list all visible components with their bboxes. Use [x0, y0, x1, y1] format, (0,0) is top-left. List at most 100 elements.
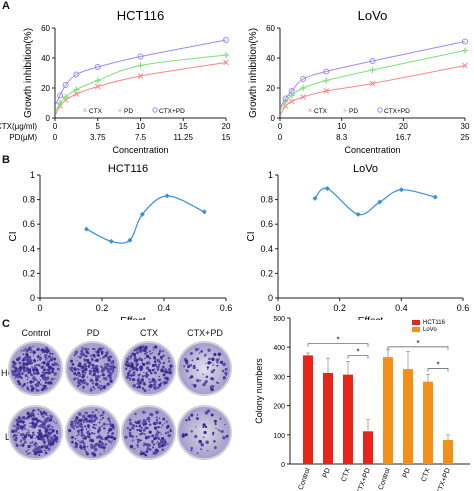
colony	[51, 440, 55, 443]
colony	[225, 374, 227, 377]
colony	[164, 422, 166, 424]
colony	[40, 362, 43, 364]
colony	[137, 441, 140, 444]
colony	[86, 376, 89, 378]
colony	[135, 367, 139, 372]
colony-plate-image	[177, 405, 232, 460]
data-point	[300, 94, 306, 100]
colony	[98, 421, 101, 424]
colony	[93, 367, 96, 370]
colony	[46, 357, 49, 360]
colony	[140, 378, 144, 382]
colony	[109, 379, 113, 383]
y-tick-label: 0.2	[260, 268, 273, 278]
colony	[110, 365, 114, 369]
colony	[17, 424, 20, 427]
colony	[158, 349, 162, 353]
colony	[106, 382, 110, 386]
colony	[21, 359, 24, 362]
colony	[15, 442, 17, 445]
colony	[153, 368, 156, 370]
x-tick-label: 0.6	[220, 303, 233, 313]
colony	[198, 352, 201, 354]
colony	[212, 431, 215, 434]
x-tick-label: CTX+PD	[436, 467, 452, 491]
colony	[47, 371, 50, 374]
colony	[42, 368, 46, 372]
colony	[87, 348, 90, 351]
colony	[46, 365, 49, 368]
colony	[148, 380, 152, 384]
significance-bracket	[387, 346, 449, 350]
colony	[100, 352, 104, 355]
colony	[31, 417, 35, 421]
colony	[95, 364, 99, 368]
colony	[40, 450, 43, 454]
colony	[213, 419, 217, 423]
colony	[151, 440, 154, 443]
colony	[153, 360, 157, 363]
x-tick-label: 25	[461, 133, 470, 142]
colony	[27, 431, 30, 434]
data-point	[288, 98, 295, 105]
colony	[102, 445, 106, 450]
colony	[36, 371, 39, 374]
colony	[205, 376, 208, 379]
colony	[51, 352, 54, 355]
colony	[224, 371, 227, 374]
colony	[70, 424, 75, 429]
x-tick-label: 8.3	[336, 133, 348, 142]
y-tick-label: 40	[41, 54, 50, 63]
colony	[153, 383, 157, 387]
colony	[103, 363, 106, 366]
colony	[91, 426, 94, 428]
colony	[26, 415, 31, 419]
colony	[92, 419, 96, 423]
colony	[155, 410, 159, 415]
colony	[70, 436, 74, 439]
colony	[39, 410, 42, 413]
x-tick-label: 10	[136, 122, 145, 131]
colony	[148, 420, 150, 423]
colony	[83, 442, 86, 445]
colony	[92, 369, 96, 373]
colony	[143, 420, 146, 423]
colony	[130, 362, 134, 367]
colony	[109, 420, 112, 423]
colony-dots	[183, 347, 228, 392]
colony	[29, 422, 31, 425]
colony	[167, 443, 169, 445]
colony	[33, 409, 36, 412]
colony	[151, 434, 154, 438]
data-point	[137, 73, 144, 79]
x-tick-label: Control	[378, 467, 392, 491]
colony	[48, 428, 52, 431]
colony	[132, 366, 135, 369]
colony	[31, 366, 34, 369]
colony	[53, 357, 57, 361]
colony-dots	[124, 410, 172, 457]
colony	[157, 450, 160, 453]
colony	[85, 428, 88, 431]
colony	[144, 357, 146, 360]
colony	[129, 368, 131, 370]
colony	[37, 364, 39, 366]
bar	[343, 374, 353, 464]
colony	[76, 377, 80, 380]
colony	[166, 378, 169, 381]
data-point	[432, 194, 438, 200]
colony	[47, 439, 51, 443]
colony	[28, 389, 30, 392]
colony	[195, 426, 197, 428]
colony	[31, 425, 35, 429]
colony	[15, 434, 18, 437]
colony	[135, 362, 138, 365]
colony	[19, 433, 23, 437]
colony	[15, 370, 19, 373]
data-point	[355, 211, 361, 217]
colony	[133, 447, 136, 450]
colony	[136, 386, 139, 389]
colony	[126, 357, 130, 361]
colony	[35, 387, 37, 390]
y-tick-label: 20	[41, 84, 50, 93]
